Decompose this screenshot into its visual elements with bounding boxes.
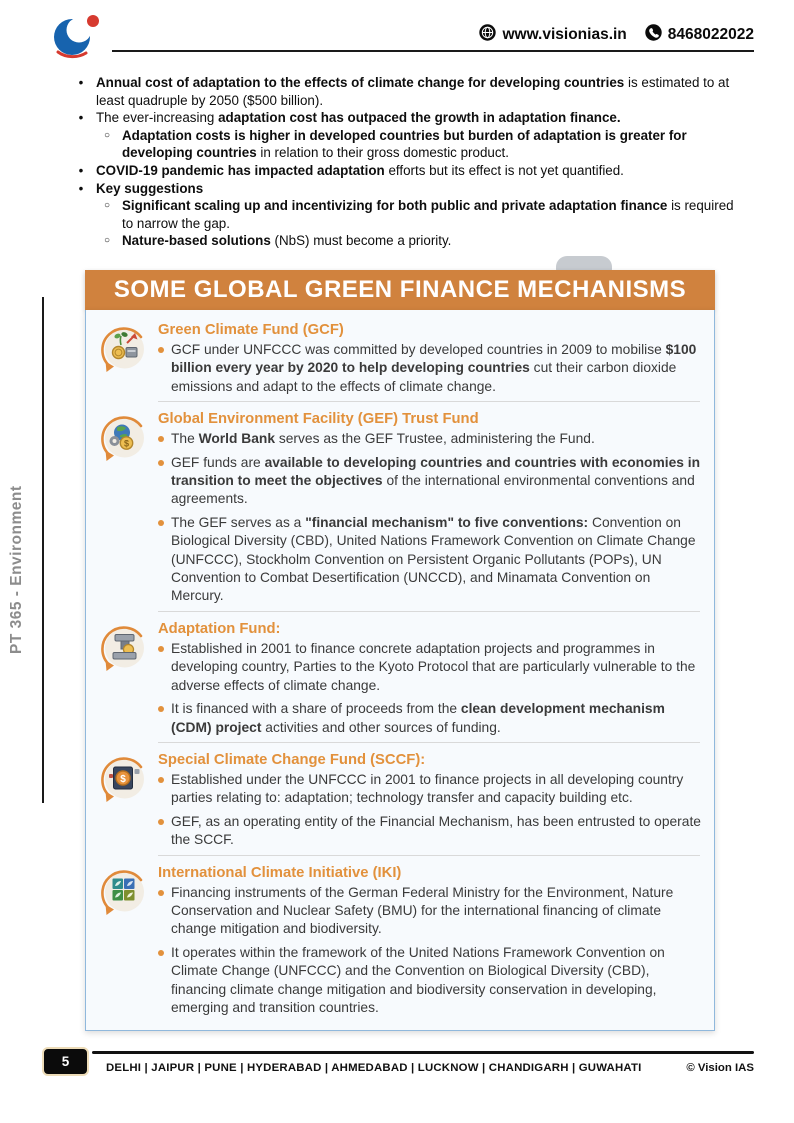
nature-grid-icon xyxy=(94,862,154,1023)
section-bullets: The World Bank serves as the GEF Trustee… xyxy=(158,430,702,606)
dollar-device-icon: $ xyxy=(94,749,154,859)
bullet-dot xyxy=(158,818,164,825)
phone-item: 8468022022 xyxy=(645,24,754,46)
visionias-logo-icon xyxy=(46,10,108,60)
bullet-marker: ○ xyxy=(103,200,111,212)
section-heading: Adaptation Fund: xyxy=(158,620,281,637)
bullet-text: GCF under UNFCCC was committed by develo… xyxy=(171,342,697,394)
mechanism-section: Adaptation Fund: Established in 2001 to … xyxy=(86,615,714,746)
banner-title: SOME GLOBAL GREEN FINANCE MECHANISMS xyxy=(113,276,687,303)
bullet-dot xyxy=(158,347,164,353)
bullet-dot xyxy=(158,519,164,526)
bullet-item: • The ever-increasing adaptation cost ha… xyxy=(75,109,747,127)
bullet-item: ○ Significant scaling up and incentivizi… xyxy=(101,197,747,232)
bullet-text: Financing instruments of the German Fede… xyxy=(171,884,674,937)
sidebar-rule xyxy=(42,297,44,803)
globe-icon xyxy=(479,24,497,46)
section-bullets: Established under the UNFCCC in 2001 to … xyxy=(158,771,702,850)
website-label: www.visionias.in xyxy=(502,26,627,43)
mechanism-section: $ Global Environment Facility (GEF) Trus… xyxy=(86,405,714,615)
footer-cities: DELHI | JAIPUR | PUNE | HYDERABAD | AHME… xyxy=(106,1062,642,1074)
bullet-item: Established in 2001 to finance concrete … xyxy=(158,640,702,695)
intro-list: • Annual cost of adaptation to the effec… xyxy=(75,74,747,250)
section-bullets: Established in 2001 to finance concrete … xyxy=(158,640,702,737)
growth-investment-icon xyxy=(94,319,154,405)
bullet-item: • Annual cost of adaptation to the effec… xyxy=(75,74,747,109)
bullet-item: GCF under UNFCCC was committed by develo… xyxy=(158,341,702,396)
bullet-dot xyxy=(158,436,164,443)
phone-label: 8468022022 xyxy=(667,26,754,43)
section-divider xyxy=(158,854,700,856)
bullet-marker: • xyxy=(78,75,84,90)
mechanism-section: $ Special Climate Change Fund (SCCF): Es… xyxy=(86,746,714,859)
bullet-marker: • xyxy=(78,180,84,196)
section-heading: Global Environment Facility (GEF) Trust … xyxy=(158,411,479,428)
bullet-item: • COVID-19 pandemic has impacted adaptat… xyxy=(75,162,747,180)
bullet-text: It operates within the framework of the … xyxy=(171,944,665,1015)
footer-text: DELHI | JAIPUR | PUNE | HYDERABAD | AHME… xyxy=(92,1062,754,1074)
bullet-item: Financing instruments of the German Fede… xyxy=(158,884,702,939)
bullet-dot xyxy=(158,889,164,896)
bullet-dot xyxy=(158,776,164,783)
svg-text:$: $ xyxy=(120,774,126,785)
machine-press-icon xyxy=(94,618,154,746)
section-divider xyxy=(158,610,700,612)
bullet-item: It is financed with a share of proceeds … xyxy=(158,700,702,737)
footer-rule xyxy=(92,1051,754,1054)
bullet-text: Annual cost of adaptation to the effects… xyxy=(96,75,730,108)
bullet-dot xyxy=(158,645,164,652)
bullet-text: Key suggestions xyxy=(96,180,204,196)
page-number-badge: 5 xyxy=(42,1047,89,1076)
bullet-text: Significant scaling up and incentivizing… xyxy=(122,198,734,231)
infobox: Green Climate Fund (GCF) GCF under UNFCC… xyxy=(85,310,715,1032)
section-divider xyxy=(158,401,700,403)
bullet-item: GEF, as an operating entity of the Finan… xyxy=(158,813,702,850)
section-heading: International Climate Initiative (IKI) xyxy=(158,864,402,881)
mechanism-section: International Climate Initiative (IKI) F… xyxy=(86,859,714,1023)
section-heading: Special Climate Change Fund (SCCF): xyxy=(158,751,426,768)
bullet-item: GEF funds are available to developing co… xyxy=(158,454,702,509)
footer-copyright: © Vision IAS xyxy=(686,1062,754,1074)
bullet-text: Established under the UNFCCC in 2001 to … xyxy=(171,771,684,806)
bullet-item: The GEF serves as a "financial mechanism… xyxy=(158,514,702,606)
svg-text:$: $ xyxy=(124,439,129,449)
section-bullets: Financing instruments of the German Fede… xyxy=(158,884,702,1018)
mechanisms-banner: SOME GLOBAL GREEN FINANCE MECHANISMS xyxy=(85,270,715,310)
bullet-text: GEF, as an operating entity of the Finan… xyxy=(171,813,701,848)
bullet-text: Established in 2001 to finance concrete … xyxy=(171,640,696,693)
bullet-dot xyxy=(158,706,164,713)
bullet-text: Adaptation costs is higher in developed … xyxy=(122,127,687,161)
bullet-item: It operates within the framework of the … xyxy=(158,944,702,1018)
bullet-item: The World Bank serves as the GEF Trustee… xyxy=(158,430,702,448)
bullet-text: Nature-based solutions (NbS) must become… xyxy=(122,233,452,249)
bullet-text: The ever-increasing adaptation cost has … xyxy=(96,110,621,126)
phone-icon xyxy=(645,24,662,46)
bullet-item: Established under the UNFCCC in 2001 to … xyxy=(158,771,702,808)
bullet-text: COVID-19 pandemic has impacted adaptatio… xyxy=(96,162,624,178)
website-item: www.visionias.in xyxy=(479,24,627,46)
bullet-marker: ○ xyxy=(103,129,111,141)
bullet-dot xyxy=(158,949,164,956)
sidebar-label: PT 365 - Environment xyxy=(8,485,25,655)
bullet-marker: ○ xyxy=(103,235,111,247)
bullet-item: • Key suggestions xyxy=(75,180,747,198)
bullet-marker: • xyxy=(78,162,84,178)
bullet-item: ○ Adaptation costs is higher in develope… xyxy=(101,127,747,162)
bullet-text: The World Bank serves as the GEF Trustee… xyxy=(171,431,595,447)
section-heading: Green Climate Fund (GCF) xyxy=(158,322,344,338)
bullet-dot xyxy=(158,459,164,466)
bullet-text: GEF funds are available to developing co… xyxy=(171,454,701,507)
bullet-item: ○ Nature-based solutions (NbS) must beco… xyxy=(101,232,747,250)
mechanism-section: Green Climate Fund (GCF) GCF under UNFCC… xyxy=(86,316,714,405)
section-divider xyxy=(158,741,700,743)
bullet-text: The GEF serves as a "financial mechanism… xyxy=(171,514,696,604)
bullet-marker: • xyxy=(78,110,84,126)
section-bullets: GCF under UNFCCC was committed by develo… xyxy=(158,341,702,396)
bullet-text: It is financed with a share of proceeds … xyxy=(171,701,665,735)
mechanism-sections: Green Climate Fund (GCF) GCF under UNFCC… xyxy=(86,316,714,1022)
header-contact: www.visionias.in 8468022022 xyxy=(479,24,754,46)
header-rule xyxy=(112,50,754,53)
globe-gear-finance-icon: $ xyxy=(94,408,154,615)
